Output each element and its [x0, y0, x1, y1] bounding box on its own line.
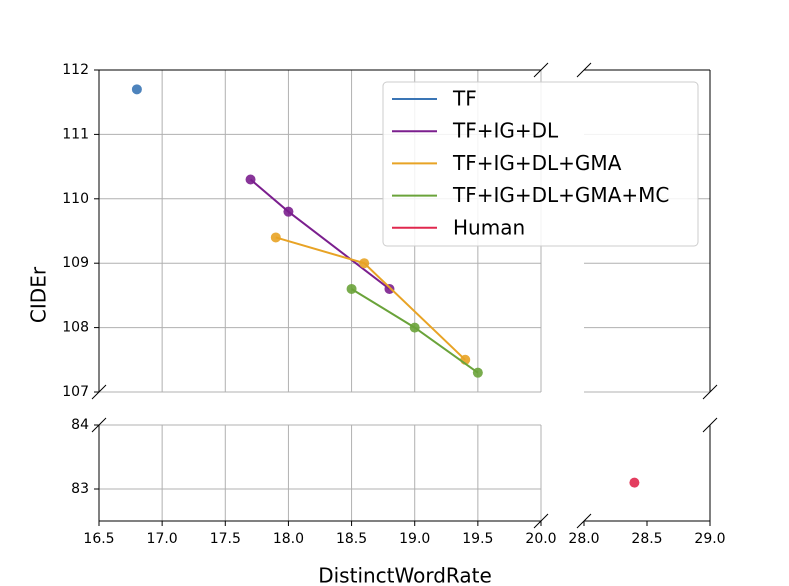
data-point — [472, 367, 483, 378]
x-axis-label: DistinctWordRate — [318, 564, 492, 586]
y-tick-label: 107 — [62, 384, 89, 400]
x-tick-label: 18.5 — [336, 531, 367, 547]
x-tick-label: 28.5 — [631, 531, 662, 547]
y-tick-label: 111 — [62, 126, 89, 142]
series-line — [275, 236, 466, 361]
series-line — [249, 178, 391, 290]
x-tick-label: 19.5 — [462, 531, 493, 547]
legend-box — [382, 81, 699, 247]
y-tick-label: 84 — [71, 417, 89, 433]
x-tick-label: 29.0 — [694, 531, 725, 547]
y-tick-label: 110 — [62, 191, 89, 207]
data-point — [409, 322, 420, 333]
x-tick-label: 28.0 — [568, 531, 599, 547]
data-point — [359, 258, 370, 269]
data-point — [245, 174, 256, 185]
x-tick-label: 17.5 — [210, 531, 241, 547]
data-point — [346, 283, 357, 294]
data-point — [629, 477, 640, 488]
data-point — [283, 206, 294, 217]
x-tick-label: 18.0 — [273, 531, 304, 547]
break-mark — [702, 417, 718, 433]
x-tick-label: 17.0 — [147, 531, 178, 547]
data-point — [384, 283, 395, 294]
data-point — [270, 232, 281, 243]
y-axis-label: CIDEr — [27, 266, 51, 323]
y-tick-label: 83 — [71, 481, 89, 497]
legend-label: TF+IG+DL+GMA+MC — [452, 183, 669, 207]
legend-label: Human — [453, 215, 525, 239]
break-mark — [576, 62, 592, 78]
x-tick-label: 20.0 — [525, 531, 556, 547]
break-mark — [702, 384, 718, 400]
legend-label: TF+IG+DL — [452, 119, 559, 143]
x-tick-label: 19.0 — [399, 531, 430, 547]
data-point — [131, 84, 142, 95]
legend-label: TF+IG+DL+GMA — [452, 151, 622, 175]
break-mark — [533, 62, 549, 78]
x-tick-label: 16.5 — [83, 531, 114, 547]
y-tick-label: 109 — [62, 255, 89, 271]
y-tick-label: 112 — [62, 62, 89, 78]
y-tick-label: 108 — [62, 320, 89, 336]
legend-label: TF — [452, 87, 477, 111]
